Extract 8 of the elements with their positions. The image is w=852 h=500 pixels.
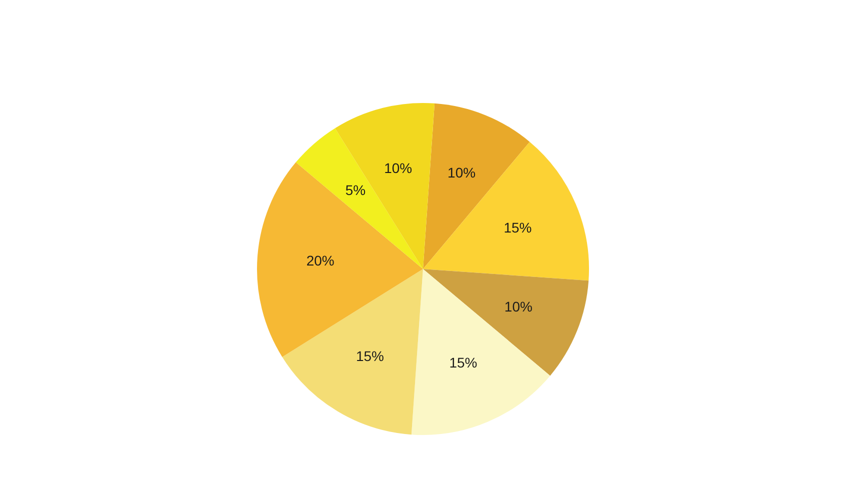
data-label: 15% [449, 354, 478, 371]
data-label: 5% [345, 182, 366, 198]
data-label: 15% [504, 220, 532, 236]
data-label: 10% [448, 164, 476, 180]
data-label: 20% [306, 252, 334, 269]
data-label: 10% [504, 298, 532, 314]
data-label: 15% [356, 348, 384, 364]
data-label: 10% [384, 160, 412, 176]
